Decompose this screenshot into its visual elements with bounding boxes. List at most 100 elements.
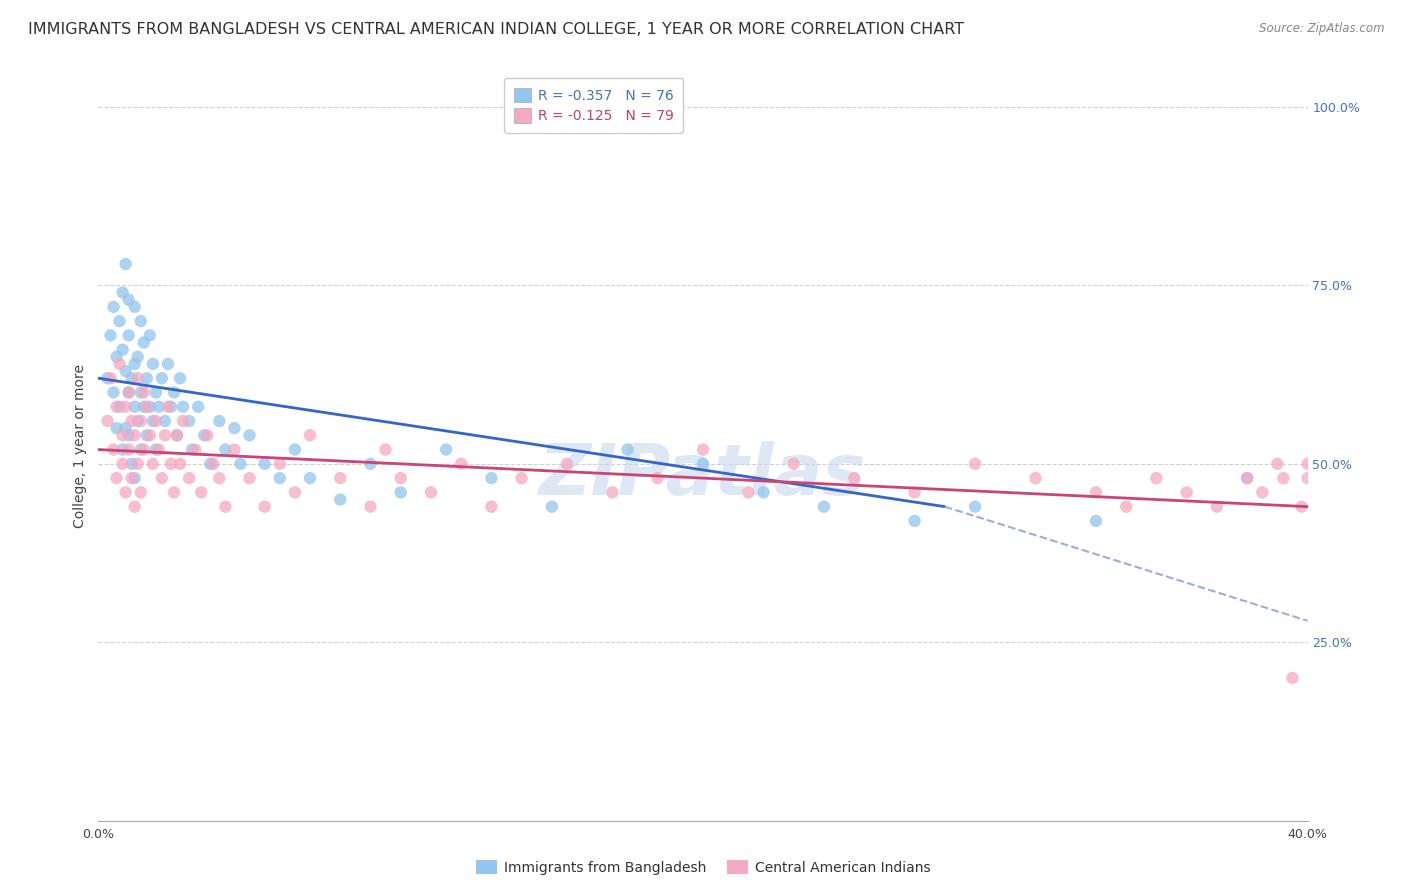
- Point: [190, 485, 212, 500]
- Point: [1115, 500, 1137, 514]
- Point: [153, 428, 176, 442]
- Point: [135, 428, 157, 442]
- Point: [1085, 514, 1108, 528]
- Point: [160, 457, 183, 471]
- Point: [127, 350, 149, 364]
- Point: [1291, 500, 1313, 514]
- Point: [239, 471, 262, 485]
- Point: [124, 357, 146, 371]
- Point: [105, 471, 128, 485]
- Point: [150, 371, 173, 385]
- Point: [129, 385, 152, 400]
- Text: ZIPatlas: ZIPatlas: [540, 442, 866, 510]
- Point: [181, 442, 204, 457]
- Point: [111, 428, 134, 442]
- Point: [200, 457, 222, 471]
- Point: [108, 400, 131, 414]
- Point: [132, 385, 155, 400]
- Point: [103, 442, 125, 457]
- Point: [108, 357, 131, 371]
- Point: [148, 400, 170, 414]
- Point: [153, 414, 176, 428]
- Point: [124, 400, 146, 414]
- Point: [1251, 485, 1274, 500]
- Point: [121, 457, 143, 471]
- Point: [752, 485, 775, 500]
- Y-axis label: College, 1 year or more: College, 1 year or more: [73, 364, 87, 528]
- Point: [1236, 471, 1258, 485]
- Point: [299, 428, 322, 442]
- Point: [1296, 457, 1319, 471]
- Point: [139, 400, 162, 414]
- Point: [360, 500, 382, 514]
- Point: [195, 428, 218, 442]
- Point: [121, 414, 143, 428]
- Point: [179, 414, 201, 428]
- Point: [737, 485, 759, 500]
- Point: [208, 471, 231, 485]
- Point: [1267, 457, 1289, 471]
- Point: [127, 414, 149, 428]
- Point: [103, 300, 125, 314]
- Point: [127, 457, 149, 471]
- Point: [269, 471, 291, 485]
- Point: [172, 414, 194, 428]
- Point: [111, 457, 134, 471]
- Point: [389, 485, 412, 500]
- Point: [105, 350, 128, 364]
- Point: [965, 500, 987, 514]
- Point: [239, 428, 262, 442]
- Point: [904, 485, 927, 500]
- Point: [163, 485, 186, 500]
- Point: [224, 442, 246, 457]
- Point: [284, 485, 307, 500]
- Point: [510, 471, 533, 485]
- Point: [114, 421, 136, 435]
- Point: [1144, 471, 1167, 485]
- Point: [1206, 500, 1229, 514]
- Legend: Immigrants from Bangladesh, Central American Indians: Immigrants from Bangladesh, Central Amer…: [470, 855, 936, 880]
- Point: [129, 314, 152, 328]
- Point: [111, 343, 134, 357]
- Point: [208, 414, 231, 428]
- Point: [114, 257, 136, 271]
- Point: [166, 428, 188, 442]
- Point: [692, 457, 714, 471]
- Point: [129, 485, 152, 500]
- Point: [150, 471, 173, 485]
- Point: [96, 414, 118, 428]
- Point: [142, 414, 165, 428]
- Point: [253, 500, 276, 514]
- Point: [184, 442, 207, 457]
- Point: [481, 500, 503, 514]
- Point: [169, 457, 191, 471]
- Point: [813, 500, 835, 514]
- Point: [105, 421, 128, 435]
- Point: [156, 400, 179, 414]
- Point: [555, 457, 578, 471]
- Point: [647, 471, 669, 485]
- Point: [389, 471, 412, 485]
- Point: [135, 371, 157, 385]
- Point: [1085, 485, 1108, 500]
- Point: [96, 371, 118, 385]
- Point: [142, 457, 165, 471]
- Point: [214, 500, 236, 514]
- Point: [148, 442, 170, 457]
- Point: [108, 314, 131, 328]
- Point: [145, 442, 167, 457]
- Point: [129, 442, 152, 457]
- Point: [156, 357, 179, 371]
- Point: [329, 471, 352, 485]
- Point: [1236, 471, 1258, 485]
- Point: [111, 442, 134, 457]
- Point: [142, 357, 165, 371]
- Point: [616, 442, 638, 457]
- Point: [114, 400, 136, 414]
- Point: [139, 328, 162, 343]
- Point: [224, 421, 246, 435]
- Point: [253, 457, 276, 471]
- Point: [132, 442, 155, 457]
- Point: [135, 400, 157, 414]
- Point: [193, 428, 215, 442]
